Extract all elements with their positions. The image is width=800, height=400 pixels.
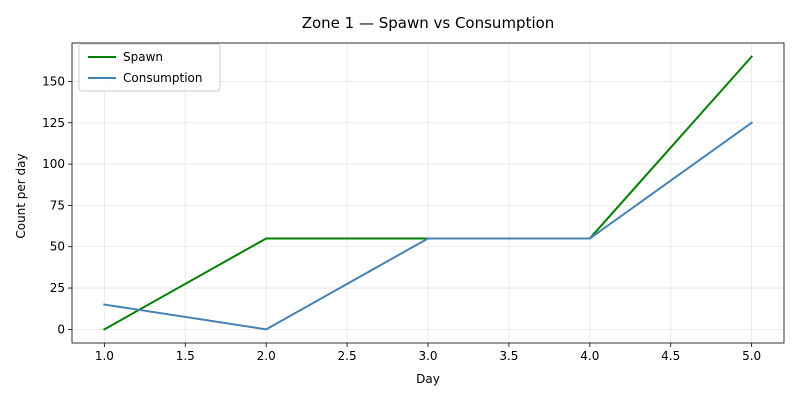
y-tick-label: 75 bbox=[50, 198, 65, 212]
x-tick-label: 2.5 bbox=[338, 349, 357, 363]
x-tick-label: 3.5 bbox=[499, 349, 518, 363]
legend: Spawn Consumption bbox=[78, 43, 221, 92]
x-axis-ticks: 1.0 1.5 2.0 2.5 3.0 3.5 4.0 4.5 5.0 bbox=[95, 343, 761, 363]
x-tick-label: 3.0 bbox=[418, 349, 437, 363]
y-axis-label: Count per day bbox=[14, 153, 28, 238]
series-line-consumption bbox=[103, 121, 754, 331]
y-axis-ticks: 0 25 50 75 100 125 150 bbox=[42, 74, 72, 336]
x-tick-label: 1.0 bbox=[95, 349, 114, 363]
y-tick-label: 100 bbox=[42, 157, 65, 171]
x-axis-label: Day bbox=[416, 372, 440, 386]
y-tick-label: 50 bbox=[50, 240, 65, 254]
x-tick-label: 2.0 bbox=[257, 349, 276, 363]
series-lines bbox=[103, 55, 754, 331]
y-tick-label: 125 bbox=[42, 116, 65, 130]
y-tick-label: 25 bbox=[50, 281, 65, 295]
y-tick-label: 150 bbox=[42, 74, 65, 88]
x-tick-label: 4.5 bbox=[661, 349, 680, 363]
x-tick-label: 4.0 bbox=[580, 349, 599, 363]
x-tick-label: 1.5 bbox=[176, 349, 195, 363]
grid bbox=[72, 43, 784, 343]
legend-label: Consumption bbox=[123, 71, 202, 85]
legend-box bbox=[78, 43, 221, 92]
x-tick-label: 5.0 bbox=[742, 349, 761, 363]
chart-title: Zone 1 — Spawn vs Consumption bbox=[302, 14, 555, 32]
y-tick-label: 0 bbox=[57, 322, 65, 336]
legend-label: Spawn bbox=[123, 50, 163, 64]
